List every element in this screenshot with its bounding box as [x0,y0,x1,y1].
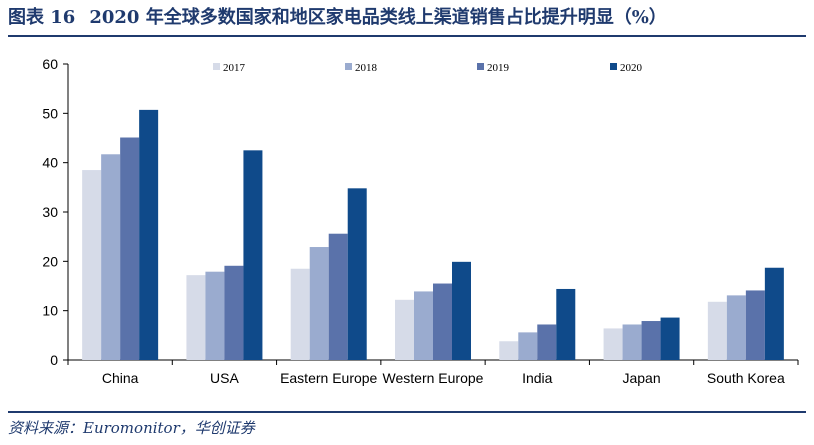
x-tick-label: India [522,370,553,386]
bar-2017-western-europe [395,299,414,360]
bar-2020-china [139,109,159,360]
bar-chart: 0 10 20 30 40 50 60 China USA Eastern Europe Weste… [42,56,799,386]
y-tick-label: 10 [42,303,58,319]
bar-2018-japan [622,324,642,360]
legend-swatch-2019 [477,63,484,70]
x-tick-label: South Korea [707,370,785,386]
bar-2019-china [120,137,140,360]
legend-swatch-2020 [610,63,617,70]
x-tick-label: Japan [622,370,660,386]
bar-2020-india [556,288,576,360]
bar-2017-eastern-europe [290,268,310,360]
bar-2017-usa [186,275,206,360]
bar-2018-usa [205,271,225,360]
source-note: 资料来源：Euromonitor，华创证券 [8,419,255,437]
bar-2019-india [537,324,557,360]
bar-2020-usa [243,150,263,360]
bar-2018-eastern-europe [309,247,329,360]
legend-label-2018: 2018 [355,62,378,74]
bar-2018-china [101,154,121,360]
legend-label-2020: 2020 [620,62,643,74]
bar-2020-eastern-europe [347,188,367,360]
bar-2020-western-europe [452,261,471,360]
bar-2018-south-korea [726,295,746,360]
figure-caption: 2020 年全球多数国家和地区家电品类线上渠道销售占比提升明显（%） [89,7,667,28]
bar-2020-japan [660,317,680,360]
y-tick-label: 40 [42,155,58,171]
footer-rule [8,411,806,413]
y-tick-label: 0 [50,352,58,368]
bar-2019-western-europe [433,283,452,360]
legend-label-2017: 2017 [223,62,246,74]
x-tick-label: Western Europe [383,370,484,386]
bar-2019-usa [224,265,244,360]
bar-2020-south-korea [764,267,784,360]
bar-2018-india [518,332,538,360]
legend-label-2019: 2019 [487,62,510,74]
y-tick-label: 60 [42,56,58,72]
bar-2017-china [82,170,102,360]
title-rule [8,35,806,37]
x-tick-label: USA [210,370,239,386]
bar-2018-western-europe [414,291,433,360]
y-tick-label: 30 [42,204,58,220]
figure-number: 图表 16 [8,7,76,28]
legend-swatch-2018 [345,63,352,70]
legend-swatch-2017 [213,63,220,70]
figure-title: 图表 16 2020 年全球多数国家和地区家电品类线上渠道销售占比提升明显（%） [8,4,667,32]
y-tick-label: 20 [42,253,58,269]
bar-2017-india [499,341,519,360]
bar-2017-japan [603,328,623,360]
x-tick-label: Eastern Europe [280,370,377,386]
bar-2019-japan [641,321,661,360]
x-tick-label: China [102,370,139,386]
y-tick-label: 50 [42,105,58,121]
bar-2019-eastern-europe [328,233,348,360]
bar-2017-south-korea [707,301,727,360]
bar-2019-south-korea [745,290,765,360]
